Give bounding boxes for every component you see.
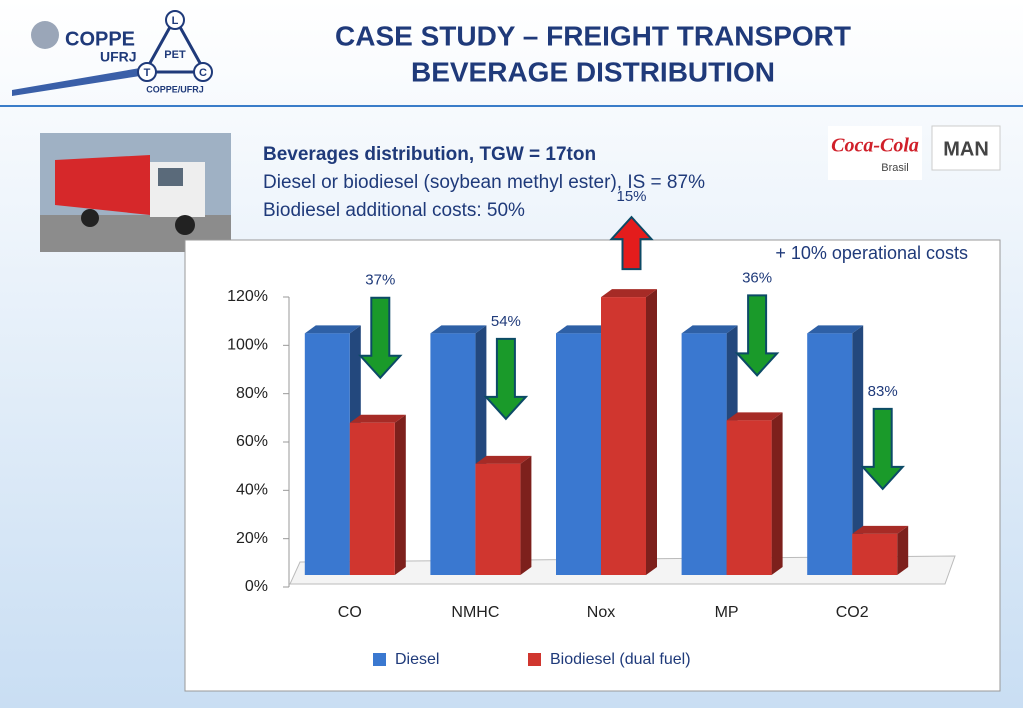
change-arrow bbox=[860, 407, 905, 491]
change-label: 15% bbox=[616, 188, 646, 205]
legend-swatch bbox=[528, 653, 541, 666]
truck-photo bbox=[40, 133, 231, 252]
bar-top bbox=[556, 325, 612, 334]
bar bbox=[304, 333, 350, 575]
title: CASE STUDY – FREIGHT TRANSPORT bbox=[335, 20, 851, 51]
bar bbox=[349, 422, 395, 575]
bar-top bbox=[807, 325, 864, 334]
bar bbox=[681, 333, 727, 575]
text-line: Beverages distribution, TGW = 17ton bbox=[263, 144, 596, 165]
bar bbox=[430, 333, 476, 575]
bar-side bbox=[520, 455, 532, 575]
bar bbox=[601, 297, 646, 575]
change-arrow bbox=[734, 294, 780, 377]
y-tick-label: 20% bbox=[236, 530, 268, 547]
logo-text: Brasil bbox=[881, 162, 909, 174]
bar bbox=[852, 533, 898, 575]
bar-top bbox=[475, 455, 532, 464]
y-tick-label: 120% bbox=[227, 288, 268, 305]
change-label: 54% bbox=[491, 313, 521, 330]
bar-side bbox=[771, 412, 783, 575]
legend-label: Biodiesel (dual fuel) bbox=[550, 651, 691, 668]
bar-side bbox=[394, 414, 406, 575]
logo-text: Coca-Cola bbox=[831, 135, 919, 157]
x-tick-label: NMHC bbox=[451, 604, 499, 621]
y-tick-label: 80% bbox=[236, 385, 268, 402]
logo-text: MAN bbox=[943, 138, 989, 160]
logo-text: PET bbox=[164, 49, 186, 61]
bar-top bbox=[349, 414, 406, 423]
brand-logos: Coca-Cola Brasil MAN bbox=[828, 125, 1001, 180]
coppe-logo: COPPE UFRJ L T C PET COPPE/UFRJ bbox=[12, 10, 213, 96]
y-tick-label: 0% bbox=[245, 578, 268, 595]
x-tick-label: MP bbox=[715, 604, 739, 621]
bar bbox=[475, 463, 521, 575]
bar-top bbox=[726, 412, 783, 421]
bar bbox=[726, 420, 772, 575]
legend-swatch bbox=[373, 653, 386, 666]
bar-side bbox=[646, 289, 657, 575]
change-arrow bbox=[483, 337, 529, 421]
y-tick-label: 100% bbox=[227, 337, 268, 354]
bar-top bbox=[601, 289, 657, 298]
logo-text: C bbox=[199, 67, 207, 79]
bar bbox=[807, 333, 853, 575]
bar-top bbox=[430, 325, 487, 334]
bar-side bbox=[852, 325, 864, 575]
y-tick-label: 40% bbox=[236, 482, 268, 499]
x-tick-label: CO2 bbox=[836, 604, 869, 621]
change-label: 37% bbox=[365, 272, 395, 289]
bar-top bbox=[852, 525, 909, 534]
logo-text: T bbox=[144, 67, 151, 79]
text-line: Biodiesel additional costs: 50% bbox=[263, 200, 525, 221]
logo-text: COPPE bbox=[65, 28, 135, 50]
annotation: + 10% operational costs bbox=[775, 243, 968, 263]
change-label: 83% bbox=[868, 383, 898, 400]
logo-text: L bbox=[172, 15, 179, 27]
change-label: 36% bbox=[742, 269, 772, 286]
bar bbox=[556, 333, 601, 575]
title: BEVERAGE DISTRIBUTION bbox=[411, 56, 775, 87]
legend-label: Diesel bbox=[395, 651, 439, 668]
bar-side bbox=[897, 525, 909, 575]
change-arrow bbox=[358, 296, 403, 380]
x-tick-label: Nox bbox=[587, 604, 615, 621]
logo-text: COPPE/UFRJ bbox=[146, 84, 204, 94]
y-tick-label: 60% bbox=[236, 433, 268, 450]
bar-top bbox=[304, 325, 361, 334]
change-arrow bbox=[609, 215, 654, 271]
bar-top bbox=[681, 325, 738, 334]
logo-text: UFRJ bbox=[100, 49, 137, 65]
text-line: Diesel or biodiesel (soybean methyl este… bbox=[263, 172, 705, 193]
x-tick-label: CO bbox=[338, 604, 362, 621]
